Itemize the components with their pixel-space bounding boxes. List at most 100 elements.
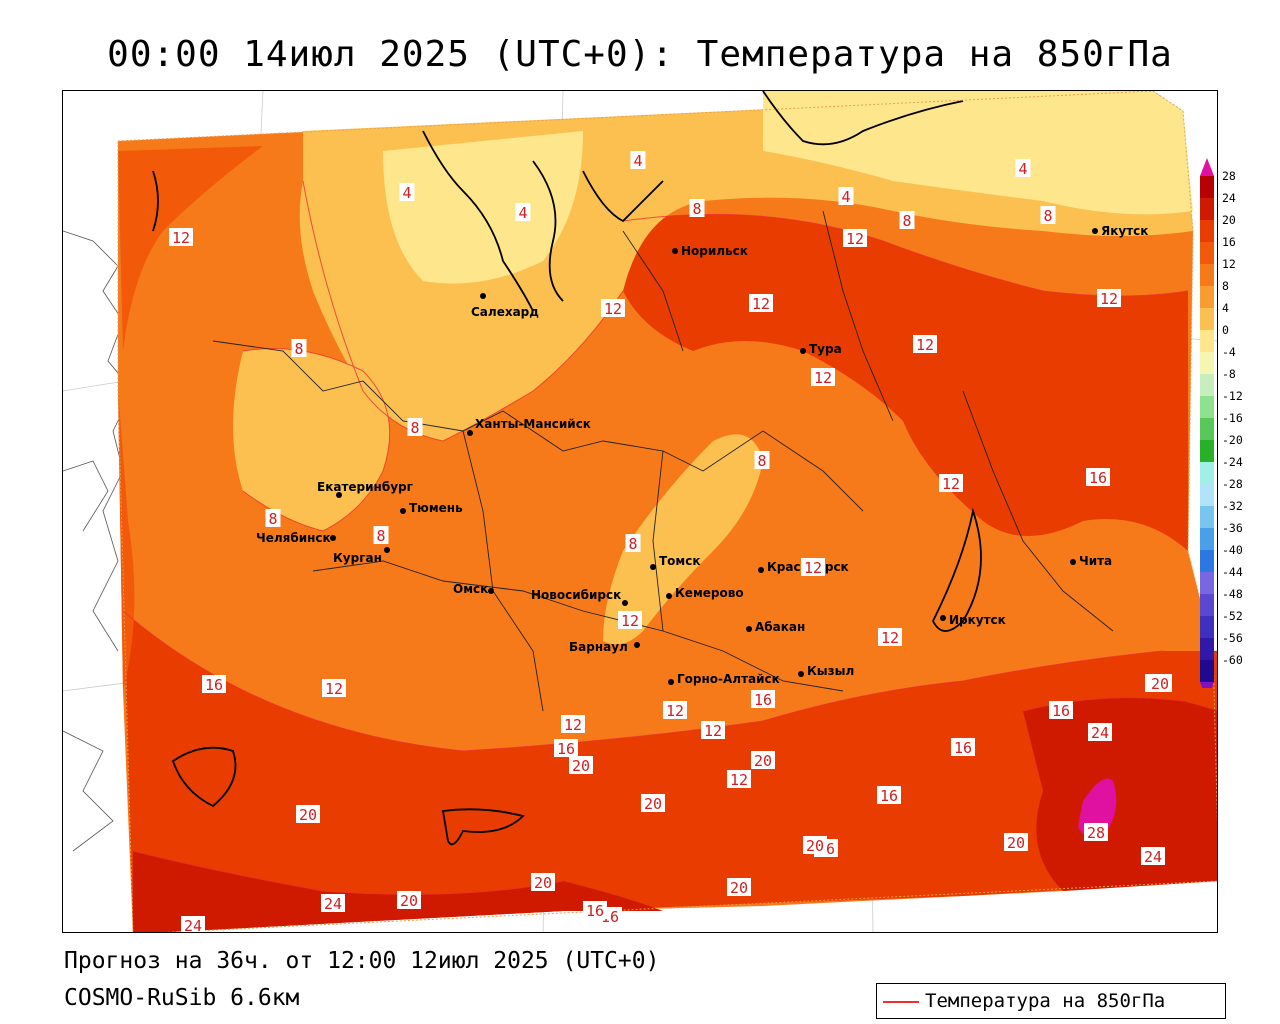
- colorbar-swatch: [1200, 176, 1214, 198]
- colorbar-top-arrow: [1200, 158, 1214, 176]
- contour-label: 20: [751, 751, 775, 770]
- contour-label: 20: [727, 878, 751, 897]
- colorbar-swatch: [1200, 462, 1214, 484]
- colorbar-tick-label: 28: [1222, 169, 1236, 183]
- contour-label: 8: [291, 339, 307, 358]
- city-kyzyl: Кызыл: [798, 664, 854, 678]
- contour-label: 12: [727, 770, 751, 789]
- contour-label-text: 24: [1091, 724, 1109, 742]
- svg-text:Иркутск: Иркутск: [949, 613, 1006, 627]
- city-tyumen: Тюмень: [400, 501, 463, 515]
- svg-text:Кызыл: Кызыл: [807, 664, 854, 678]
- legend: Температура на 850гПа: [876, 983, 1226, 1019]
- colorbar-tick-label: 16: [1222, 235, 1236, 249]
- colorbar-tick-label: -44: [1222, 565, 1243, 579]
- contour-label: 20: [569, 756, 593, 775]
- contour-label-text: 16: [205, 676, 223, 694]
- colorbar-swatch: [1200, 198, 1214, 220]
- contour-label-text: 28: [1087, 824, 1105, 842]
- colorbar-swatch: [1200, 638, 1214, 660]
- contour-label-text: 8: [628, 535, 637, 553]
- colorbar-tick-label: 12: [1222, 257, 1236, 271]
- colorbar-swatch: [1200, 440, 1214, 462]
- contour-label-text: 12: [730, 771, 748, 789]
- svg-text:Кемерово: Кемерово: [675, 586, 744, 600]
- contour-label-text: 16: [586, 902, 604, 920]
- colorbar-swatch: [1200, 528, 1214, 550]
- contour-label: 16: [1086, 468, 1110, 487]
- contour-label: 8: [407, 418, 423, 437]
- colorbar-swatch: [1200, 418, 1214, 440]
- colorbar-swatch: [1200, 594, 1214, 616]
- colorbar-tick-label: -32: [1222, 499, 1243, 513]
- city-kemerovo: Кемерово: [666, 586, 744, 600]
- city-omsk: Омск: [453, 582, 494, 596]
- colorbar-tick-label: -16: [1222, 411, 1243, 425]
- contour-label: 20: [296, 805, 320, 824]
- contour-label-text: 8: [902, 212, 911, 230]
- contour-label-text: 8: [1043, 207, 1052, 225]
- city-khanty-mansiysk: Ханты-Мансийск: [467, 417, 591, 436]
- contour-label-text: 12: [804, 559, 822, 577]
- contour-label: 16: [951, 738, 975, 757]
- contour-label-text: 16: [880, 787, 898, 805]
- contour-label: 12: [618, 611, 642, 630]
- contour-label: 16: [751, 690, 775, 709]
- contour-label: 16: [583, 901, 607, 920]
- colorbar-tick-label: -12: [1222, 389, 1243, 403]
- contour-label: 24: [1088, 723, 1112, 742]
- svg-text:Чита: Чита: [1079, 554, 1112, 568]
- contour-label-text: 12: [325, 680, 343, 698]
- contour-label: 12: [701, 721, 725, 740]
- colorbar-swatch: [1200, 264, 1214, 286]
- colorbar-tick-label: -52: [1222, 609, 1243, 623]
- contour-label-text: 8: [757, 452, 766, 470]
- svg-text:Абакан: Абакан: [755, 620, 805, 634]
- contour-label: 12: [913, 335, 937, 354]
- contour-label-text: 16: [1089, 469, 1107, 487]
- contour-label: 8: [373, 526, 389, 545]
- contour-label-text: 12: [881, 629, 899, 647]
- contour-label-text: 4: [518, 204, 527, 222]
- temperature-field: [117, 91, 1217, 932]
- svg-text:Ханты-Мансийск: Ханты-Мансийск: [475, 417, 591, 431]
- svg-text:Тюмень: Тюмень: [409, 501, 463, 515]
- model-name: COSMO-RuSib 6.6км: [64, 985, 300, 1011]
- svg-text:Норильск: Норильск: [681, 244, 748, 258]
- colorbar-tick-label: -56: [1222, 631, 1243, 645]
- contour-labels: 4 4 4 4 4 8 8 8 8 8 8 8 8 8 12 12 12 12 12 12 12 12 12 12 12 12 12…: [169, 151, 1172, 932]
- forecast-info: Прогноз на 36ч. от 12:00 12июл 2025 (UTC…: [64, 948, 660, 974]
- legend-line-swatch: [883, 1001, 919, 1003]
- colorbar-swatch: [1200, 550, 1214, 572]
- contour-label-text: 8: [692, 200, 701, 218]
- colorbar-swatch: [1200, 286, 1214, 308]
- map-area: Норильск Якутск Салехард Тура Ханты-Манс…: [62, 90, 1218, 933]
- contour-label-text: 20: [400, 892, 418, 910]
- contour-label-text: 12: [666, 702, 684, 720]
- colorbar-tick-label: 24: [1222, 191, 1236, 205]
- contour-label-text: 12: [1100, 290, 1118, 308]
- city-tomsk: Томск: [650, 554, 701, 570]
- colorbar-tick-label: -4: [1222, 345, 1236, 359]
- city-tura: Тура: [800, 342, 842, 356]
- colorbar-swatch: [1200, 308, 1214, 330]
- contour-label: 12: [601, 299, 625, 318]
- contour-label: 4: [399, 183, 415, 202]
- contour-label-text: 4: [402, 184, 411, 202]
- contour-label-text: 12: [621, 612, 639, 630]
- contour-label-text: 12: [814, 369, 832, 387]
- contour-label: 4: [1015, 159, 1031, 178]
- contour-label: 4: [838, 187, 854, 206]
- contour-label: 12: [811, 368, 835, 387]
- contour-label: 12: [561, 715, 585, 734]
- contour-label: 16: [554, 739, 578, 758]
- contour-label-text: 8: [268, 510, 277, 528]
- svg-text:Новосибирск: Новосибирск: [531, 588, 621, 602]
- colorbar-swatch: [1200, 396, 1214, 418]
- contour-label-text: 12: [604, 300, 622, 318]
- contour-label: 20: [531, 873, 555, 892]
- city-norilsk: Норильск: [672, 244, 748, 258]
- contour-label-text: 20: [1151, 675, 1169, 693]
- city-yekaterinburg: Екатеринбург: [317, 480, 413, 498]
- contour-label: 12: [169, 228, 193, 247]
